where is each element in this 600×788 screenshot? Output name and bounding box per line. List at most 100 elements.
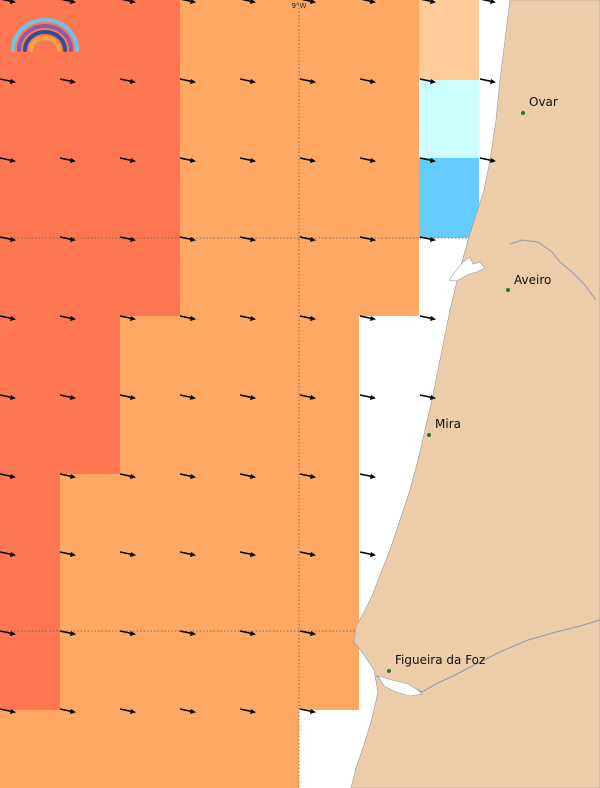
wind-arrow — [239, 630, 256, 636]
grid-cell — [419, 0, 479, 80]
wind-arrow — [179, 473, 196, 479]
wind-arrow — [359, 473, 376, 479]
wind-arrow — [179, 157, 196, 163]
wind-arrow — [419, 78, 436, 84]
wind-arrow — [119, 473, 136, 479]
wind-arrow — [419, 157, 436, 163]
wind-arrow — [299, 708, 316, 714]
estuary — [377, 675, 423, 697]
wind-arrow — [419, 315, 436, 321]
wind-arrow — [119, 236, 136, 242]
wind-arrow — [359, 551, 376, 557]
wind-arrow — [59, 78, 76, 84]
rainbow-logo-icon — [11, 18, 79, 52]
wind-arrow — [241, 0, 256, 4]
wind-arrow — [179, 551, 196, 557]
place-ovar: Ovar — [521, 95, 558, 115]
grid-cell — [0, 474, 60, 710]
wind-arrow — [361, 0, 376, 4]
river — [509, 239, 597, 301]
wind-arrow — [299, 473, 316, 479]
wind-arrow — [239, 236, 256, 242]
wind-arrow — [359, 157, 376, 163]
wind-arrow — [299, 630, 316, 636]
wind-arrow — [299, 394, 316, 400]
grid-cell — [419, 158, 479, 238]
wind-arrow — [119, 394, 136, 400]
wind-arrow — [59, 708, 76, 714]
place-label-aveiro: Aveiro — [514, 273, 551, 287]
wind-arrow — [119, 551, 136, 557]
wind-arrow — [59, 630, 76, 636]
wind-arrow — [299, 78, 316, 84]
city-dot — [427, 433, 431, 437]
grid-cell — [120, 316, 359, 474]
wind-arrow — [359, 315, 376, 321]
wind-arrow — [239, 473, 256, 479]
wind-arrows — [0, 0, 496, 714]
wind-arrow — [121, 0, 136, 4]
wind-arrow — [59, 473, 76, 479]
wind-arrow — [299, 315, 316, 321]
wind-arrow — [239, 315, 256, 321]
wind-arrow — [0, 708, 16, 714]
logo-arc — [23, 30, 67, 52]
place-figueira-da-foz: Figueira da Foz — [387, 653, 485, 673]
logo-arc — [17, 24, 73, 52]
wind-arrow — [419, 236, 436, 242]
longitude-label: 9°W — [292, 2, 307, 10]
wind-arrow — [119, 157, 136, 163]
wind-arrow — [119, 78, 136, 84]
city-dot — [521, 111, 525, 115]
wind-arrow — [119, 315, 136, 321]
wind-arrow — [239, 394, 256, 400]
wind-arrow — [299, 551, 316, 557]
wind-arrow — [0, 473, 16, 479]
grid-cell — [0, 0, 180, 316]
wind-arrow — [179, 236, 196, 242]
wind-arrow — [419, 394, 436, 400]
wind-arrow — [119, 630, 136, 636]
wind-arrow — [59, 157, 76, 163]
wind-arrow — [59, 236, 76, 242]
place-mira: Mira — [427, 417, 461, 437]
graticule — [0, 8, 600, 788]
wind-arrow — [119, 708, 136, 714]
wind-arrow — [179, 708, 196, 714]
wind-arrow — [181, 0, 196, 4]
wind-arrow — [299, 157, 316, 163]
wind-arrow — [179, 315, 196, 321]
wind-arrow — [179, 394, 196, 400]
place-label-figueira-da-foz: Figueira da Foz — [395, 653, 485, 667]
grid-cell — [0, 710, 299, 788]
city-dot — [506, 288, 510, 292]
wind-arrow — [179, 78, 196, 84]
place-label-mira: Mira — [435, 417, 461, 431]
wind-arrow — [239, 551, 256, 557]
wind-arrow — [0, 315, 16, 321]
grid-cell — [419, 80, 479, 158]
wind-arrow — [1, 0, 16, 4]
wind-arrow — [179, 630, 196, 636]
wind-arrow — [359, 78, 376, 84]
wind-arrow — [0, 551, 16, 557]
forecast-grid — [0, 0, 479, 788]
grid-cell — [180, 0, 419, 316]
place-aveiro: Aveiro — [506, 273, 551, 292]
wind-arrow — [59, 394, 76, 400]
wind-arrow — [421, 0, 436, 4]
wind-arrow — [0, 157, 16, 163]
wind-arrow — [481, 0, 496, 4]
wind-arrow — [61, 0, 76, 4]
wind-arrow — [239, 157, 256, 163]
land-mass — [350, 0, 600, 788]
logo-arc — [29, 36, 61, 52]
lagoon — [448, 256, 486, 282]
wind-arrow — [59, 551, 76, 557]
logo-arc — [11, 18, 79, 52]
wind-arrow — [0, 236, 16, 242]
wind-arrow — [359, 394, 376, 400]
wind-arrow — [0, 78, 16, 84]
wind-arrow — [479, 78, 496, 84]
